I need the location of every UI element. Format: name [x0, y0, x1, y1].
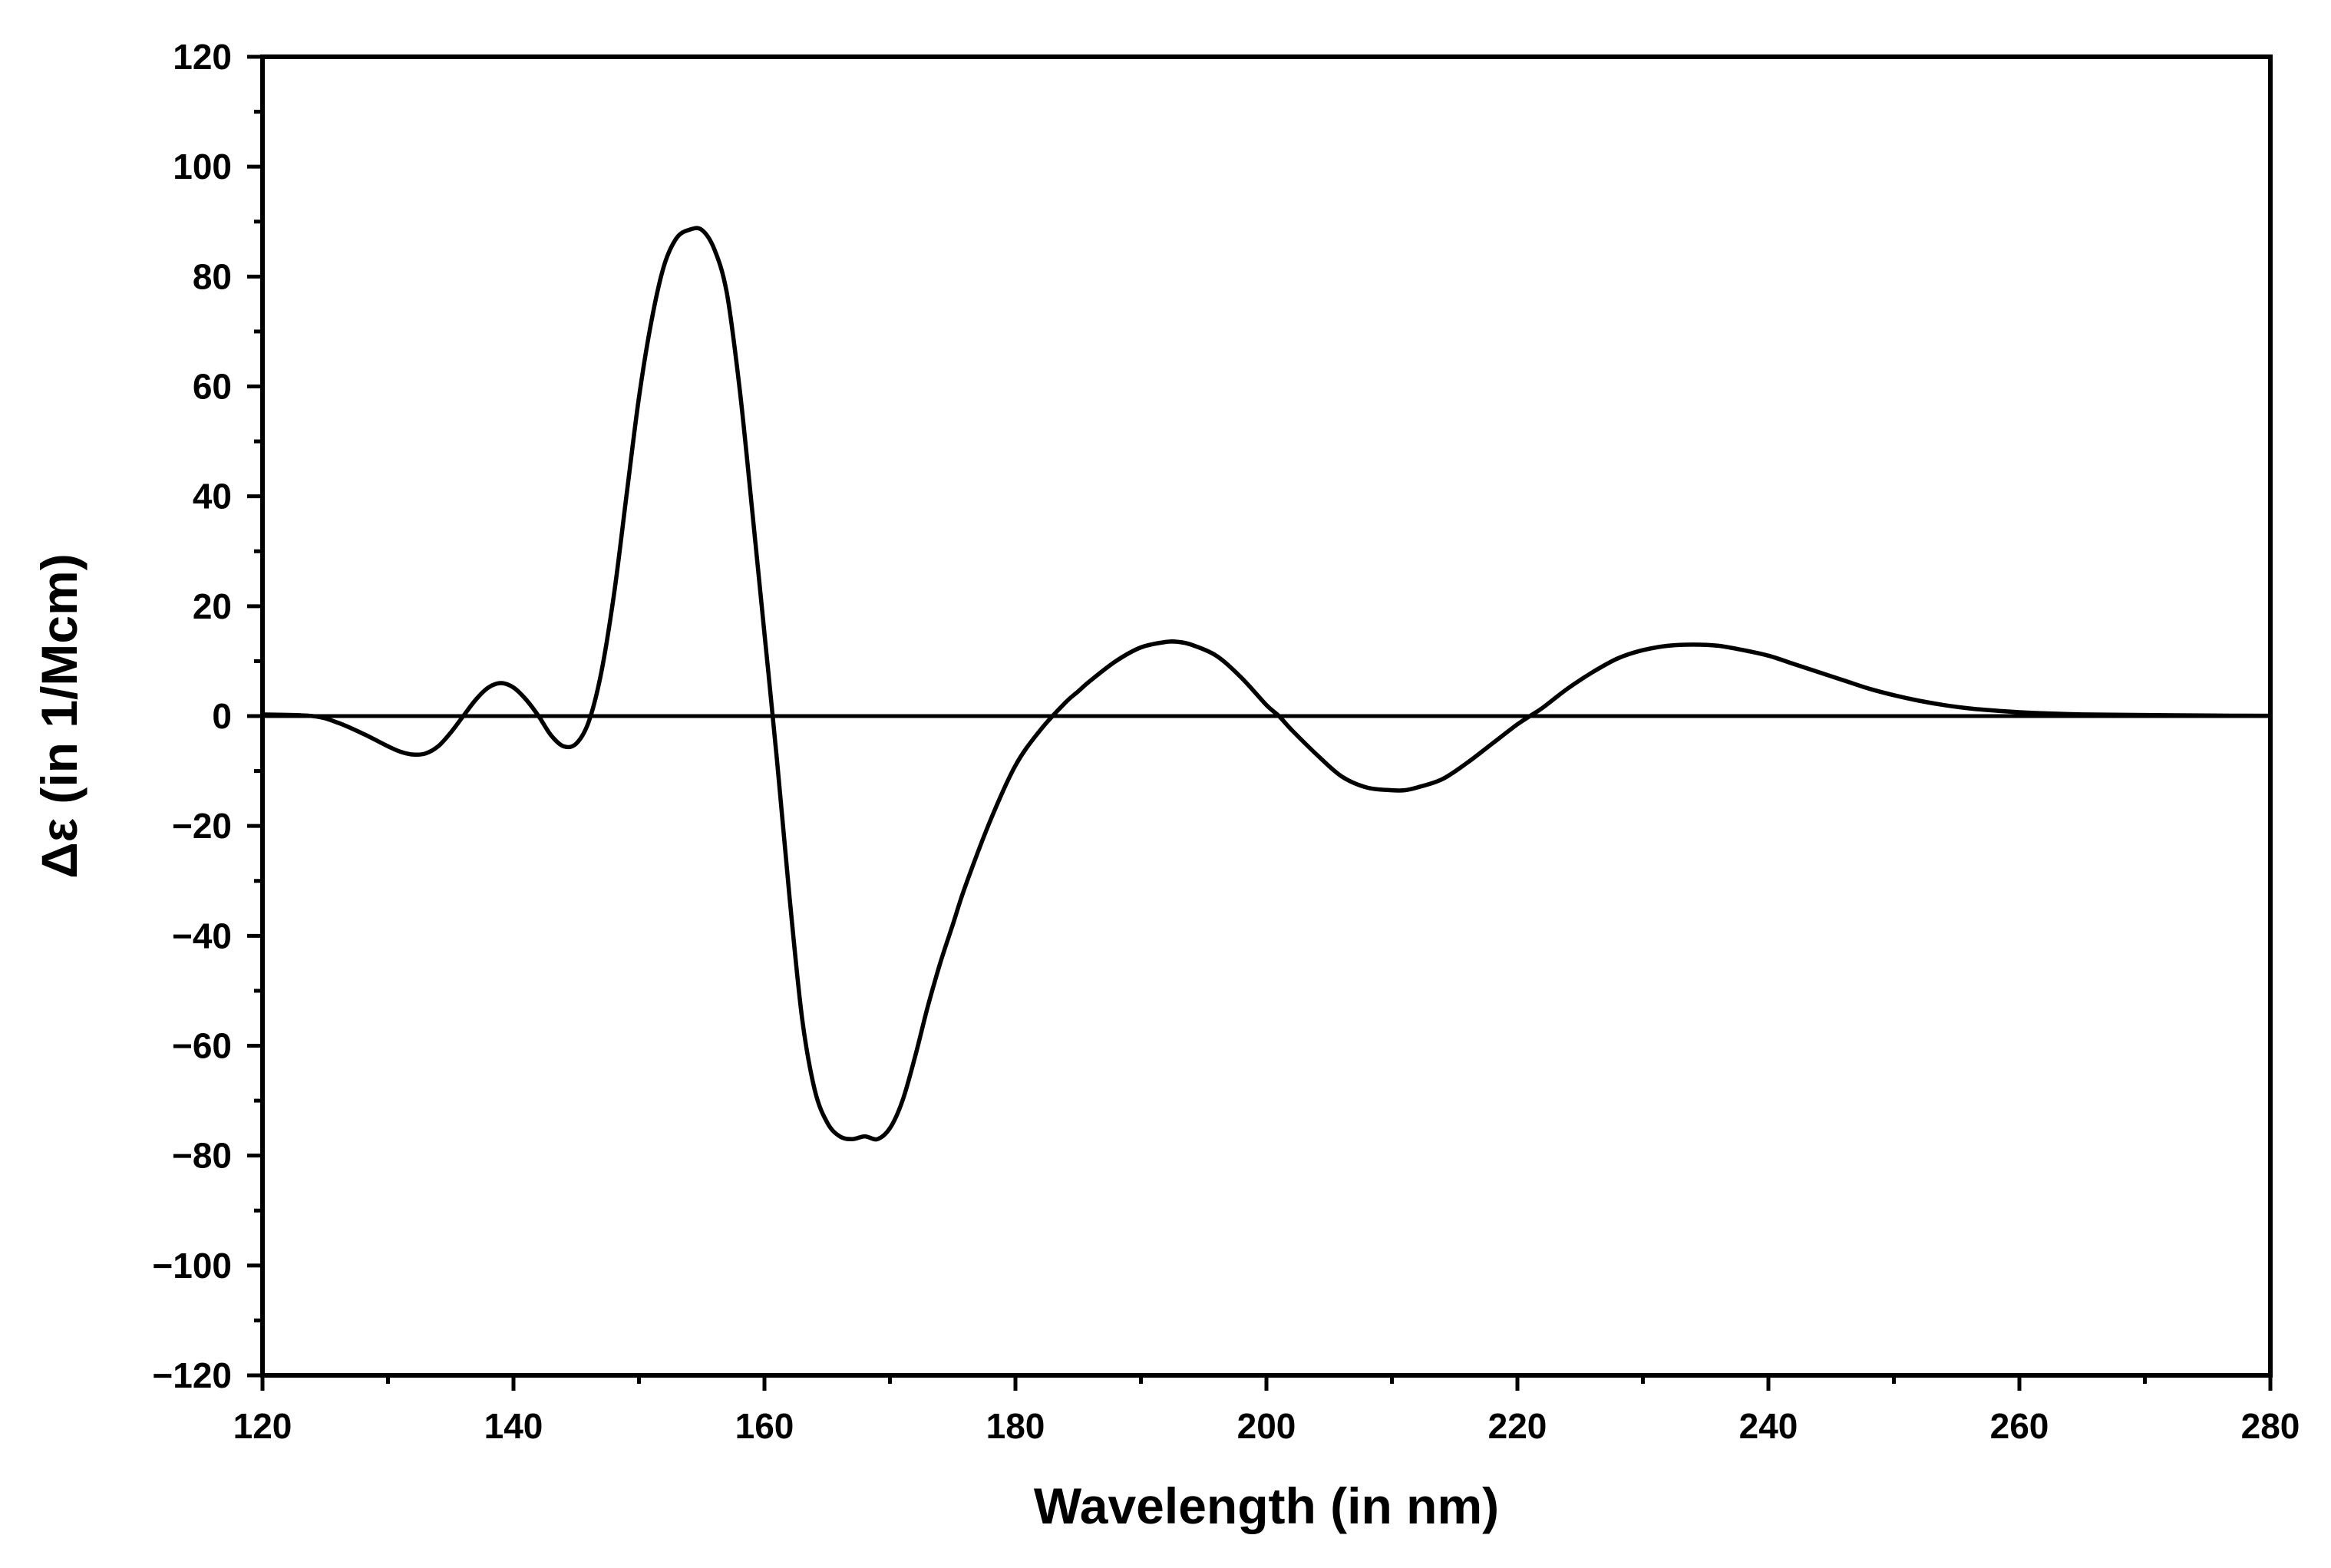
series-line — [260, 226, 2273, 1142]
y-tick-label: −60 — [172, 1026, 232, 1066]
y-tick-label: 80 — [193, 256, 232, 296]
x-tick-label: 220 — [1488, 1406, 1547, 1446]
y-tick-label: −100 — [152, 1246, 232, 1286]
major-ticks — [247, 54, 2273, 1391]
y-tick-label: −120 — [152, 1355, 232, 1395]
x-tick-label: 200 — [1237, 1406, 1296, 1446]
x-tick-label: 260 — [1990, 1406, 2049, 1446]
x-tick-label: 160 — [735, 1406, 794, 1446]
y-tick-label: −20 — [172, 806, 232, 846]
y-axis-title: Δε (in 1/Mcm) — [31, 553, 87, 878]
tick-labels: 120 140 160 180 200 220 240 260 280−120−100−80−6… — [152, 37, 2300, 1446]
x-tick-label: 180 — [986, 1406, 1045, 1446]
y-tick-label: −40 — [172, 916, 232, 956]
y-tick-label: 120 — [173, 37, 232, 77]
y-tick-label: 100 — [173, 147, 232, 187]
y-tick-label: 60 — [193, 367, 232, 407]
y-tick-label: −80 — [172, 1136, 232, 1176]
y-tick-label: 0 — [212, 696, 232, 736]
y-tick-label: 20 — [193, 586, 232, 626]
minor-ticks — [254, 110, 2147, 1384]
plot-frame — [260, 54, 2273, 1378]
y-tick-label: 40 — [193, 477, 232, 517]
x-axis-title: Wavelength (in nm) — [1034, 1477, 1499, 1534]
x-tick-label: 140 — [484, 1406, 543, 1446]
x-tick-label: 240 — [1739, 1406, 1798, 1446]
x-tick-label: 280 — [2241, 1406, 2300, 1446]
x-tick-label: 120 — [233, 1406, 292, 1446]
